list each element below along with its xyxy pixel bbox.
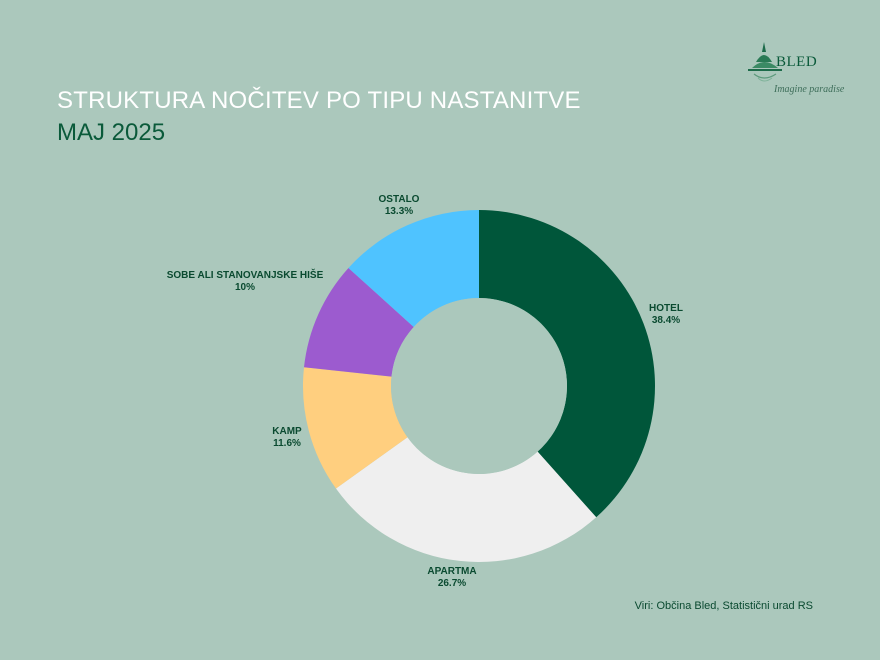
slice-label: APARTMA (427, 566, 476, 577)
slice-label: OSTALO (379, 194, 420, 205)
slice-value-label: 26.7% (438, 578, 466, 589)
slice-value-label: 38.4% (652, 315, 680, 326)
donut-hole (391, 298, 567, 474)
slice-value-label: 10% (235, 282, 255, 293)
logo-tagline: Imagine paradise (774, 84, 845, 95)
donut-slice-apartma (335, 437, 597, 562)
slice-value-label: 11.6% (273, 438, 301, 449)
bled-logo: BLED Imagine paradise (740, 36, 850, 112)
chart-subtitle: MAJ 2025 (57, 119, 166, 146)
donut-slice-hotel (479, 210, 656, 518)
donut-slices (303, 210, 656, 562)
slice-label: HOTEL (649, 303, 683, 314)
source-note: Viri: Občina Bled, Statistični urad RS (634, 600, 813, 612)
slice-value-label: 13.3% (385, 206, 413, 217)
donut-slice-ostalo (348, 210, 479, 327)
bled-island-logo-icon (748, 42, 782, 82)
donut-slice-kamp (303, 367, 408, 489)
chart-title: STRUKTURA NOČITEV PO TIPU NASTANITVE (57, 87, 581, 114)
donut-slice-sobe (304, 267, 414, 377)
slice-label: SOBE ALI STANOVANJSKE HIŠE (167, 268, 324, 281)
logo-name: BLED (776, 54, 818, 70)
slice-label: KAMP (272, 426, 302, 437)
